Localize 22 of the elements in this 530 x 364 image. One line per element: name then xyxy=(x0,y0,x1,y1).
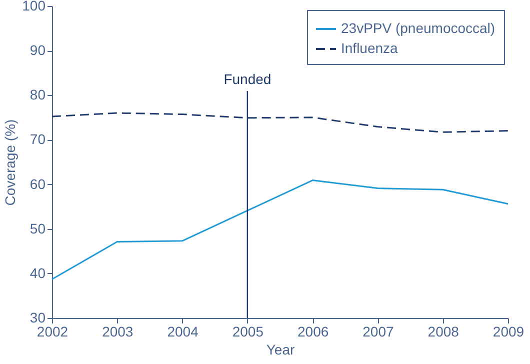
x-tick-label: 2009 xyxy=(492,324,524,340)
x-tick-label: 2007 xyxy=(362,324,394,340)
y-tick-label: 70 xyxy=(30,131,46,148)
x-axis-title: Year xyxy=(266,342,295,358)
legend-label: Influenza xyxy=(341,40,398,56)
y-tick-label: 100 xyxy=(22,0,46,14)
x-tick-label: 2008 xyxy=(428,324,460,340)
x-tick-label: 2005 xyxy=(232,324,264,340)
line-series xyxy=(51,180,509,280)
legend-label: 23vPPV (pneumococcal) xyxy=(341,20,496,36)
x-tick-label: 2004 xyxy=(167,324,199,340)
ref-line-label: Funded xyxy=(224,71,272,87)
y-axis-title: Coverage (%) xyxy=(2,119,18,206)
y-tick-label: 40 xyxy=(30,264,46,281)
x-tick-label: 2003 xyxy=(102,324,134,340)
y-tick-label: 90 xyxy=(30,42,46,58)
x-tick-label: 2002 xyxy=(36,324,68,340)
x-tick-label: 2006 xyxy=(297,324,329,340)
y-tick-label: 80 xyxy=(30,86,46,103)
y-tick-label: 30 xyxy=(30,310,46,326)
y-tick-label: 50 xyxy=(30,220,46,236)
y-tick-label: 60 xyxy=(30,176,46,192)
